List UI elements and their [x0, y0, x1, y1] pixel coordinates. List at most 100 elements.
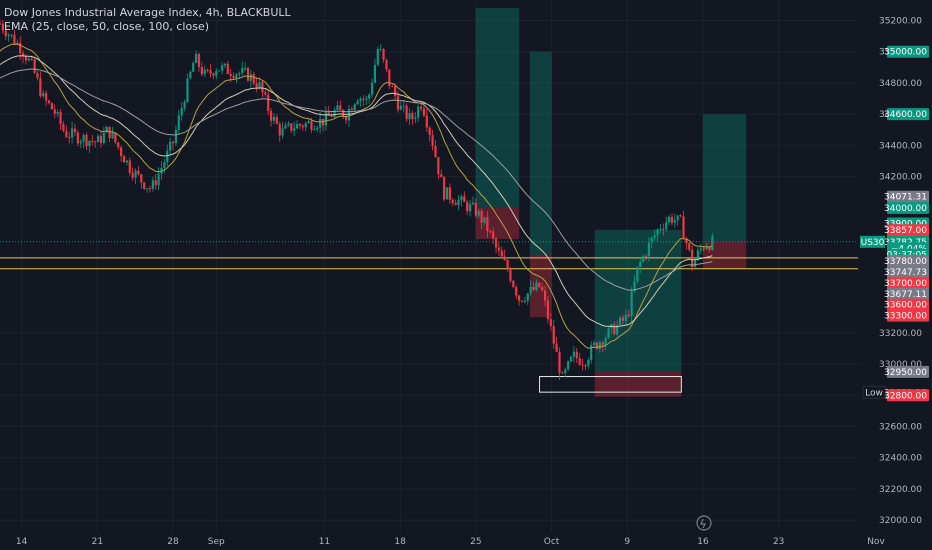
support-rectangle[interactable]	[539, 376, 682, 393]
candle-body	[218, 70, 221, 72]
price-label[interactable]: 32800.00	[884, 389, 929, 402]
candle	[659, 223, 662, 234]
candle	[644, 253, 648, 261]
candle-body	[636, 266, 639, 282]
candle	[535, 278, 538, 292]
candle-body	[685, 238, 688, 243]
candle	[532, 282, 535, 292]
price-label[interactable]: 33700.00	[884, 276, 929, 289]
candle	[370, 78, 374, 98]
candle	[62, 121, 65, 133]
candle	[82, 133, 85, 149]
candle	[350, 106, 353, 111]
candle	[65, 125, 68, 138]
ema-100-line	[0, 68, 713, 291]
candle	[59, 108, 62, 131]
candle-body	[255, 83, 258, 88]
price-label[interactable]: 33600.00	[884, 298, 929, 311]
candle-body	[131, 172, 134, 178]
price-label[interactable]: 34600.00	[884, 108, 929, 121]
symbol-tag[interactable]: US30	[860, 235, 885, 248]
stop-zone[interactable]	[475, 207, 520, 240]
time-axis[interactable]: 14 21 28 Sep 11 18 25 Oct 9 16 23 Nov	[0, 532, 932, 550]
candle-body	[108, 126, 111, 139]
candle	[177, 109, 180, 134]
price-label[interactable]: 33677.11	[884, 287, 929, 300]
low-tag-bg	[862, 385, 886, 399]
candle-body	[59, 111, 62, 125]
candle	[134, 168, 137, 185]
candle-body	[68, 137, 71, 139]
candle-body	[102, 132, 105, 143]
candle-body	[151, 180, 154, 189]
candle-body	[468, 204, 472, 212]
target-zone[interactable]	[594, 229, 682, 372]
price-label-text: 32800.00	[884, 391, 927, 401]
candle	[477, 208, 480, 219]
candle	[76, 130, 79, 146]
candle	[218, 70, 221, 72]
horizontal-levels[interactable]	[0, 241, 858, 270]
time-tick-label: 18	[394, 537, 406, 547]
target-zone[interactable]	[529, 51, 552, 255]
candle-body	[408, 113, 411, 120]
candle-body	[33, 59, 36, 73]
candle	[468, 199, 472, 217]
price-label-text: 33700.00	[884, 279, 927, 289]
price-label[interactable]: 34000.00	[884, 201, 929, 214]
price-labels: 35000.0034600.0034071.3134000.0033900.00…	[860, 45, 929, 402]
candle	[180, 101, 183, 121]
candle	[203, 65, 206, 77]
candle-body	[73, 128, 77, 133]
price-label[interactable]: 32950.00	[884, 365, 929, 378]
candle-body	[425, 115, 428, 128]
price-tick-label: 34800.00	[879, 79, 922, 89]
low-tag[interactable]: Low	[862, 385, 886, 399]
target-zone[interactable]	[702, 114, 747, 242]
price-label[interactable]: 34071.31	[884, 190, 929, 203]
candle	[192, 60, 195, 72]
price-label[interactable]: 35000.00	[884, 45, 929, 58]
stop-zone[interactable]	[529, 254, 552, 318]
price-label[interactable]: 33780.00	[884, 254, 929, 267]
price-label-text: 33780.00	[884, 257, 927, 267]
candle	[169, 137, 172, 157]
candle	[70, 121, 74, 144]
candle	[541, 282, 544, 292]
candle	[543, 285, 547, 307]
stop-zone[interactable]	[594, 371, 682, 397]
candle	[333, 107, 336, 119]
candle	[647, 237, 650, 262]
tradingview-logo-icon[interactable]	[696, 515, 712, 531]
candle	[448, 183, 451, 205]
candle-body	[301, 125, 304, 128]
price-label[interactable]: 33747.73	[884, 265, 929, 278]
candle	[483, 217, 486, 226]
candle	[365, 95, 368, 105]
candle-body	[174, 129, 178, 144]
price-label[interactable]: 33857.00	[884, 224, 929, 237]
position-zones[interactable]	[475, 8, 747, 397]
candle-body	[368, 94, 371, 99]
stop-zone[interactable]	[702, 241, 747, 269]
candle	[434, 140, 437, 158]
candle	[232, 72, 235, 81]
candle-body	[422, 108, 426, 116]
candle-body	[339, 105, 342, 110]
candle	[555, 336, 558, 352]
candle	[431, 129, 434, 151]
price-label-bg	[887, 201, 929, 214]
candle	[368, 92, 371, 104]
candle-body	[633, 281, 636, 292]
price-label[interactable]: 33300.00	[884, 309, 929, 322]
candle	[630, 286, 633, 323]
target-zone[interactable]	[475, 8, 520, 208]
candle-body	[520, 300, 524, 302]
candle	[4, 24, 7, 41]
candle	[463, 191, 466, 203]
candle	[319, 112, 322, 134]
candle	[679, 214, 682, 218]
candle	[417, 104, 420, 123]
candle-body	[241, 68, 244, 74]
